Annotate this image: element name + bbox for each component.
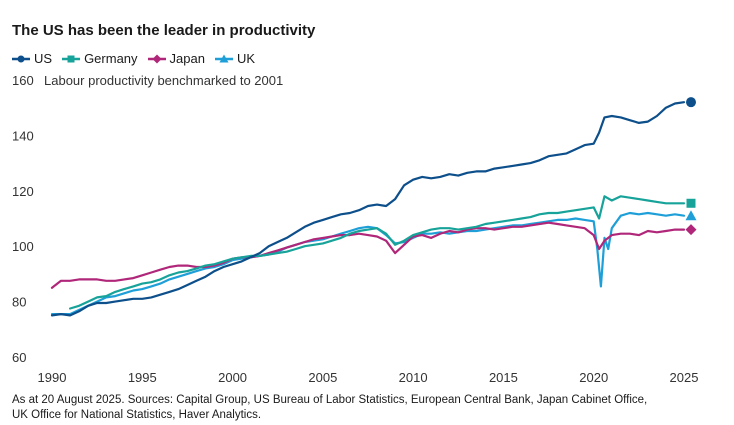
legend-line-triangle-icon <box>214 54 233 62</box>
end-marker-uk <box>685 210 697 221</box>
legend-line-diamond-icon <box>147 54 166 63</box>
chart-title: The US has been the leader in productivi… <box>12 22 316 39</box>
x-tick-label: 1995 <box>128 370 157 385</box>
end-marker-germany <box>686 198 696 208</box>
y-tick-label: 160 <box>12 73 34 88</box>
legend-label-germany: Germany <box>84 51 138 66</box>
x-tick-label: 1990 <box>38 370 67 385</box>
legend-line-circle-icon <box>12 55 30 62</box>
y-tick-label: 140 <box>12 128 34 143</box>
legend-label-japan: Japan <box>169 51 205 66</box>
footnote: As at 20 August 2025. Sources: Capital G… <box>12 393 722 423</box>
series-line-germany <box>69 195 686 310</box>
series-lines <box>50 101 686 317</box>
y-tick-label: 120 <box>12 184 34 199</box>
series-end-markers <box>685 97 697 236</box>
series-line-japan <box>50 221 686 289</box>
x-tick-label: 2010 <box>399 370 428 385</box>
y-axis: 60 80 100 120 140 160 <box>12 73 34 365</box>
x-axis: 1990 1995 2000 2005 2010 2015 2020 2025 <box>38 370 699 385</box>
legend-item-uk: UK <box>214 51 256 66</box>
y-tick-label: 60 <box>12 350 26 365</box>
legend-label-uk: UK <box>236 51 256 66</box>
end-marker-us <box>686 97 696 108</box>
x-tick-label: 2000 <box>218 370 247 385</box>
end-marker-japan <box>685 224 697 236</box>
legend-item-japan: Japan <box>147 51 205 66</box>
footnote-line-2: UK Office for National Statistics, Haver… <box>12 409 262 421</box>
y-tick-label: 80 <box>12 295 26 310</box>
y-axis-title: Labour productivity benchmarked to 2001 <box>44 73 283 88</box>
legend-item-us: US <box>12 51 52 66</box>
x-tick-label: 2020 <box>579 370 608 385</box>
legend-line-square-icon <box>62 55 81 62</box>
x-tick-label: 2025 <box>670 370 699 385</box>
legend-label-us: US <box>34 51 53 66</box>
chart-legend: US Germany Japan UK <box>12 51 265 66</box>
footnote-line-1: As at 20 August 2025. Sources: Capital G… <box>12 394 648 406</box>
legend-item-germany: Germany <box>62 51 138 66</box>
y-tick-label: 100 <box>12 239 34 254</box>
x-tick-label: 2005 <box>308 370 337 385</box>
series-line-us <box>50 101 686 317</box>
x-tick-label: 2015 <box>489 370 518 385</box>
